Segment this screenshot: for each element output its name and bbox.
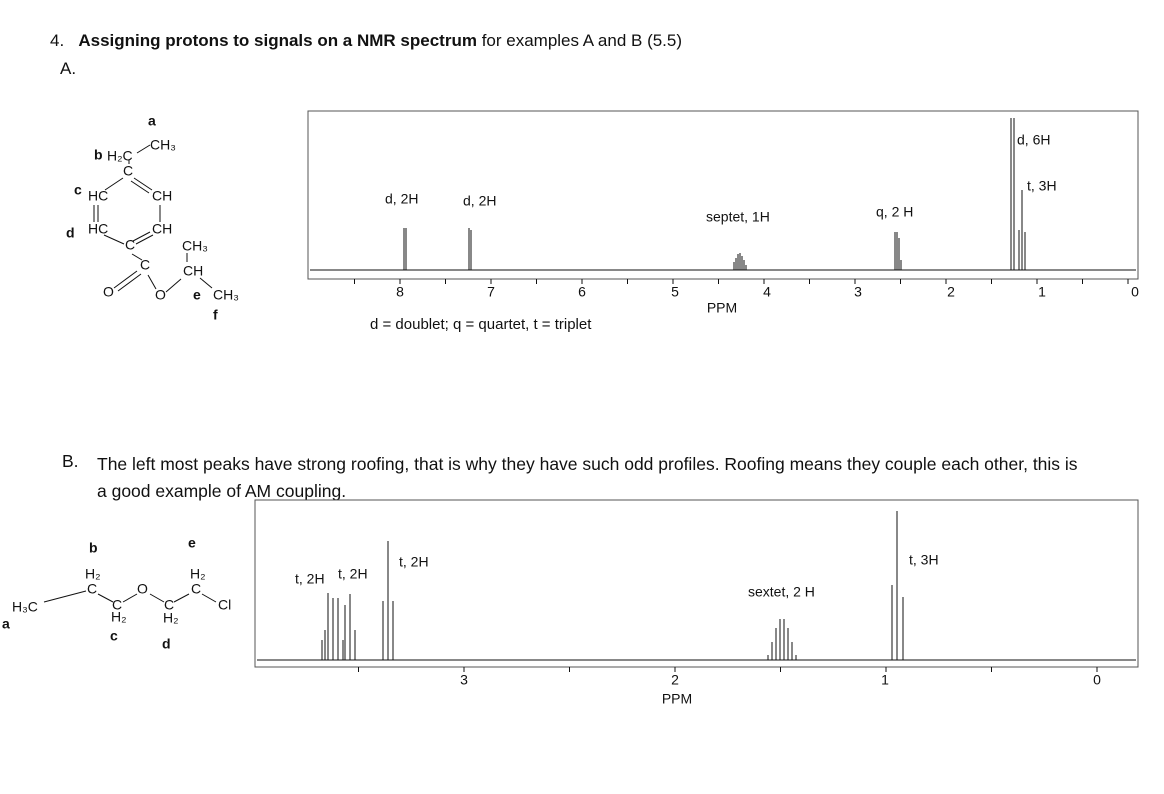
- group: CH: [183, 263, 203, 279]
- group: C: [125, 237, 135, 253]
- tick-label: 1: [881, 672, 889, 688]
- proton-letter: b: [89, 540, 98, 556]
- tick-label: 1: [1038, 284, 1046, 300]
- group: CH₃: [213, 287, 239, 303]
- group: H₂: [85, 566, 101, 582]
- spectrum-b: t, 2H t, 2H t, 2H sextet, 2 H t, 3H PPM: [254, 499, 1139, 707]
- axis-label: PPM: [662, 691, 692, 707]
- group: O: [137, 581, 148, 597]
- proton-letter: e: [188, 535, 196, 551]
- group: CH: [152, 188, 172, 204]
- tick-label: 2: [947, 284, 955, 300]
- proton-letter: f: [213, 307, 218, 323]
- group: H₂: [163, 610, 179, 626]
- proton-letter: a: [148, 113, 156, 129]
- bond: [93, 144, 213, 293]
- structure-a: a CH₃ b H₂C C c HC CH d HC CH C CH₃ C CH…: [66, 113, 239, 323]
- proton-letter: c: [74, 182, 82, 198]
- proton-letter: d: [162, 636, 171, 652]
- tick-label: 2: [671, 672, 679, 688]
- group: H₂: [111, 609, 127, 625]
- spectrum-a: d, 2H d, 2H septet, 1H q, 2 H d, 6H t, 3…: [307, 110, 1139, 316]
- group: HC: [88, 188, 108, 204]
- peak-label: t, 2H: [338, 566, 368, 582]
- peak-label: d, 2H: [463, 193, 496, 209]
- footnote: d = doublet; q = quartet, t = triplet: [370, 316, 592, 333]
- tick-label: 3: [460, 672, 468, 688]
- tick-label: 0: [1093, 672, 1101, 688]
- group: CH: [152, 221, 172, 237]
- group: H₃C: [12, 599, 38, 615]
- group: C: [140, 257, 150, 273]
- tick-label: 5: [671, 284, 679, 300]
- proton-letter: d: [66, 225, 75, 241]
- bond: [43, 590, 217, 603]
- group: O: [155, 287, 166, 303]
- heading-number: 4.: [50, 31, 65, 50]
- part-label: B.: [62, 451, 79, 471]
- group: HC: [88, 221, 108, 237]
- peak-label: d, 2H: [385, 191, 418, 207]
- peak-label: q, 2 H: [876, 204, 913, 220]
- peak-label: sextet, 2 H: [748, 584, 815, 600]
- peak-label: d, 6H: [1017, 132, 1050, 148]
- group: CH₃: [182, 238, 208, 254]
- proton-letter: b: [94, 147, 103, 163]
- paragraph: The left most peaks have strong roofing,…: [97, 454, 1078, 501]
- part-label: A.: [60, 59, 77, 78]
- proton-letter: c: [110, 628, 118, 644]
- tick-label: 4: [763, 284, 771, 300]
- group: C: [112, 597, 122, 613]
- peak-label: t, 3H: [909, 552, 939, 568]
- group: C: [191, 581, 201, 597]
- heading: 4. Assigning protons to signals on a NMR…: [50, 31, 682, 51]
- peak-label: t, 3H: [1027, 178, 1057, 194]
- peak-label: t, 2H: [399, 554, 429, 570]
- group: H₂: [190, 566, 206, 582]
- axis-label: PPM: [707, 300, 737, 316]
- group: Cl: [218, 597, 231, 613]
- group: H₂C: [107, 148, 133, 164]
- spectrum-frame: [254, 499, 1139, 668]
- group: CH₃: [150, 137, 176, 153]
- structure-b: H₃C a b H₂ C C H₂ c O C H₂ d e H₂ C Cl: [2, 535, 231, 652]
- group: O: [103, 284, 114, 300]
- tick-label: 8: [396, 284, 404, 300]
- tick-label: 6: [578, 284, 586, 300]
- heading-bold: Assigning protons to signals on a NMR sp…: [78, 31, 477, 50]
- group: C: [87, 581, 97, 597]
- peak-label: septet, 1H: [706, 209, 770, 225]
- tick-label: 3: [854, 284, 862, 300]
- proton-letter: e: [193, 287, 201, 303]
- tick-label: 7: [487, 284, 495, 300]
- group: C: [123, 163, 133, 179]
- heading-rest: for examples A and B (5.5): [481, 31, 683, 50]
- proton-letter: a: [2, 616, 10, 632]
- peak-label: t, 2H: [295, 571, 325, 587]
- tick-label: 0: [1131, 284, 1139, 300]
- group: C: [164, 597, 174, 613]
- spectrum-frame: [307, 110, 1139, 280]
